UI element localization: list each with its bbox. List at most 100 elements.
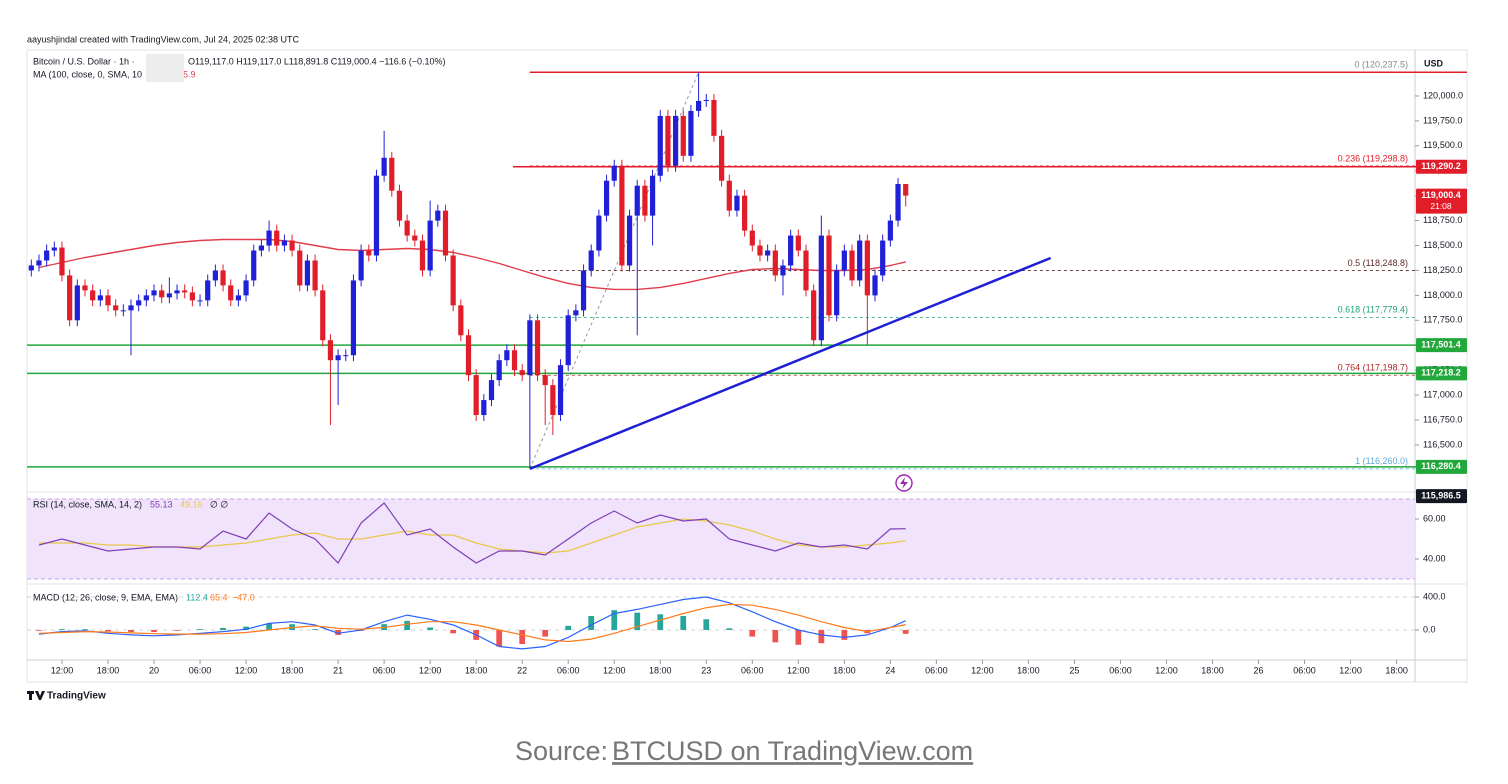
candle-body [128,305,134,311]
candle-body [327,340,334,361]
candle-body [120,310,126,312]
candle-body [473,375,479,416]
candle-body [251,250,257,281]
macd-histogram-bar [450,629,457,634]
candle-body [527,320,533,376]
candle-body [205,280,211,301]
redaction [146,54,184,82]
macd-histogram-bar [657,614,664,630]
candle-body [343,355,349,357]
currency: USD [1424,58,1444,68]
x-tick-label: 18:00 [833,665,856,675]
macd-legend-signal: 65.4 [210,592,228,602]
x-tick-label: 18:00 [465,665,488,675]
candle-body [266,230,272,246]
watermark: TradingView [47,691,106,702]
x-tick-label: 06:00 [373,665,396,675]
macd-histogram-bar [703,619,710,630]
macd-histogram-bar [128,629,134,633]
x-tick-label: 18:00 [1201,665,1224,675]
candle-body [136,300,142,306]
candle-body [228,285,234,301]
macd-histogram-bar [197,629,203,630]
x-tick-label: 06:00 [1109,665,1132,675]
macd-histogram-bar [680,615,687,630]
x-tick-label: 18:00 [97,665,120,675]
macd-legend-value: 112.4 [186,592,208,602]
macd-histogram-bar [611,610,618,630]
macd-signal-line [38,603,906,643]
candle-body [803,250,809,291]
source-link[interactable]: BTCUSD on TradingView.com [612,736,973,766]
candle-body [235,295,241,301]
price-tag-label: 117,218.2 [1421,368,1461,378]
candle-body [289,240,295,251]
candle-body [557,365,564,416]
macd-histogram-bar [335,629,341,635]
macd-histogram-bar [519,629,526,644]
candle-body [465,335,472,376]
ma-legend-value: 35.9 [178,69,196,79]
candle-body [857,240,863,281]
chart-frame [26,49,1468,683]
candle-body [159,290,165,298]
candle-body [396,190,403,221]
macd-histogram-bar [151,629,157,633]
candle-body [864,240,870,296]
candle-body [634,185,640,216]
candle-body [749,230,755,246]
candle-body [143,295,149,301]
candle-body [358,250,364,281]
candle-body [389,157,395,191]
macd-histogram-bar [174,629,180,631]
price-countdown: 21:08 [1430,201,1452,211]
candle-body [680,115,686,156]
price-tag [1416,366,1467,381]
price-tag-label: 119,000.4 [1421,190,1461,200]
x-tick-label: 18:00 [1385,665,1408,675]
candle-body [59,247,65,276]
candle-body [657,115,663,176]
x-tick-label: 12:00 [51,665,74,675]
candle-body [105,295,111,306]
candle-body [44,250,50,261]
x-tick-label: 12:00 [235,665,258,675]
macd-histogram-bar [243,626,249,630]
y-tick-label: 120,000.0 [1423,90,1463,100]
rsi-legend-extra: ∅ ∅ [210,499,228,509]
x-tick-label: 06:00 [557,665,580,675]
rsi-legend: RSI (14, close, SMA, 14, 2) [33,499,142,509]
candle-body [672,115,679,166]
candle-body [619,165,625,266]
x-tick-label: 20 [149,665,159,675]
fib-label: 0.764 (117,198.7) [1338,363,1408,373]
candle-body [642,185,648,216]
x-tick-label: 12:00 [1339,665,1362,675]
price-tag [1416,338,1467,353]
candle-body [67,275,73,321]
candle-body [649,175,656,216]
candle-body [212,270,218,281]
candle-body [795,235,801,251]
candle-body [373,175,380,256]
candle-body [511,350,518,371]
candle-body [703,99,709,101]
lightning-icon [895,474,913,492]
rsi-line [38,502,906,564]
price-tag [1416,159,1467,174]
x-tick-label: 21 [333,665,343,675]
macd-histogram-bar [542,629,549,637]
candle-body [151,290,157,296]
price-tag [1416,188,1467,214]
candle-body [580,270,587,311]
candle-body [573,310,579,316]
candle-body [419,240,426,271]
candle-body [603,180,610,216]
y-tick-label: 117,750.0 [1423,315,1462,325]
candle-body [220,270,226,286]
macd-histogram-bar [565,625,572,630]
price-tag-label: 116,280.4 [1421,461,1461,471]
x-tick-label: 06:00 [189,665,212,675]
macd-histogram-bar [726,628,733,630]
candle-body [872,275,878,296]
